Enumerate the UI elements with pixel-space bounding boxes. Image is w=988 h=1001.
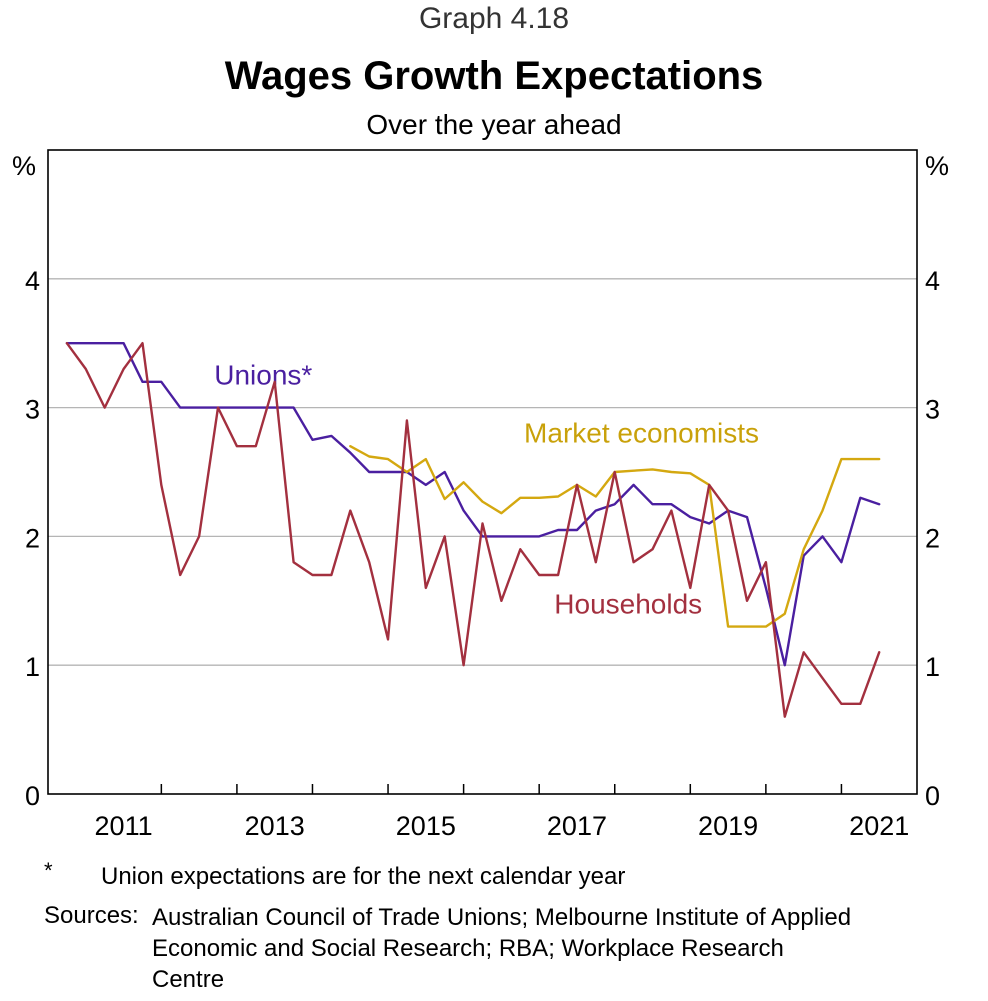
y-tick-label-left-3: 3 bbox=[25, 395, 40, 425]
graph-number: Graph 4.18 bbox=[418, 2, 570, 35]
chart-subtitle: Over the year ahead bbox=[366, 109, 622, 140]
y-tick-label-left-2: 2 bbox=[25, 523, 40, 553]
footnote-asterisk: * bbox=[44, 858, 53, 883]
chart-title: Wages Growth Expectations bbox=[224, 54, 764, 98]
series-label-2: Households bbox=[554, 589, 702, 620]
chart-canvas: 0 0 1 1 2 2 3 3 4 4% % 2011 2013 2015 2017 2019 2021 Unio… bbox=[12, 149, 949, 841]
y-tick-label-left-1: 1 bbox=[25, 652, 40, 682]
y-tick-label-right-3: 3 bbox=[925, 395, 940, 425]
series-label-0: Unions* bbox=[214, 359, 312, 390]
y-tick-label-right-4: 4 bbox=[925, 266, 940, 296]
x-tick-label-2021: 2021 bbox=[849, 811, 909, 841]
y-tick-label-left-0: 0 bbox=[25, 781, 40, 811]
footnote-text: Union expectations are for the next cale… bbox=[101, 863, 626, 890]
series-line-2 bbox=[65, 342, 881, 718]
y-tick-label-right-0: 0 bbox=[925, 781, 940, 811]
plot-frame bbox=[47, 149, 918, 795]
x-tick-label-2015: 2015 bbox=[396, 811, 456, 841]
y-tick-label-right-2: 2 bbox=[925, 523, 940, 553]
y-tick-label-right-1: 1 bbox=[925, 652, 940, 682]
sources-label: Sources: bbox=[44, 902, 139, 929]
x-tick-label-2019: 2019 bbox=[698, 811, 758, 841]
series-label-1: Market economists bbox=[524, 417, 759, 448]
x-tick-label-2013: 2013 bbox=[245, 811, 305, 841]
y-axis-unit-right: % bbox=[925, 151, 949, 181]
sources-text: Australian Council of Trade Unions; Melb… bbox=[152, 904, 852, 993]
y-axis-unit-left: % bbox=[12, 151, 36, 181]
series-line-0 bbox=[65, 342, 881, 667]
y-tick-label-left-4: 4 bbox=[25, 266, 40, 296]
x-tick-label-2011: 2011 bbox=[95, 811, 153, 841]
x-tick-label-2017: 2017 bbox=[547, 811, 607, 841]
